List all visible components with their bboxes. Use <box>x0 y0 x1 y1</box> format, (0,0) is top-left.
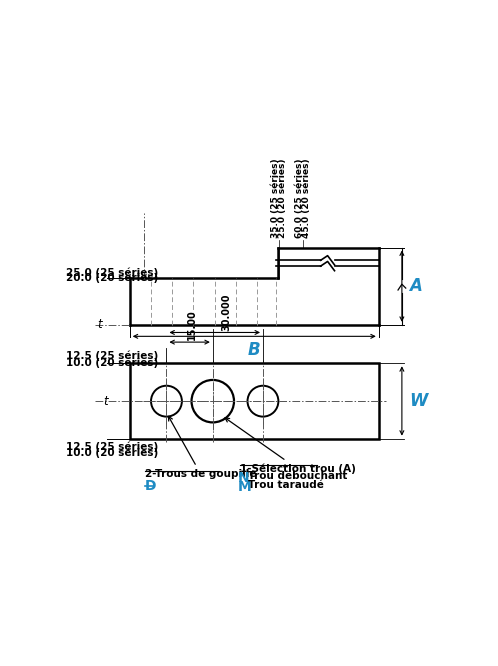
Text: 10.0 (20 séries): 10.0 (20 séries) <box>66 358 158 368</box>
Text: 25.0 (20 séries): 25.0 (20 séries) <box>278 159 287 238</box>
Text: 1-Sélection trou (A): 1-Sélection trou (A) <box>225 418 356 474</box>
Bar <box>130 364 379 439</box>
Text: N: N <box>238 472 249 486</box>
Text: Trou débouchant: Trou débouchant <box>248 472 347 482</box>
Text: W: W <box>409 392 427 410</box>
Text: 12.5 (25 séries): 12.5 (25 séries) <box>66 351 158 362</box>
Text: 10.0 (20 séries): 10.0 (20 séries) <box>66 448 158 458</box>
Text: 60.0 (25 séries): 60.0 (25 séries) <box>295 159 304 238</box>
Text: Trou taraudé: Trou taraudé <box>248 480 323 490</box>
Text: 45.0 (20 séries): 45.0 (20 séries) <box>302 159 311 238</box>
Text: A: A <box>409 277 422 295</box>
Text: $\mathit{t}$: $\mathit{t}$ <box>103 395 110 408</box>
Text: 30.000: 30.000 <box>221 293 231 330</box>
Text: 20.0 (20 séries): 20.0 (20 séries) <box>66 273 158 284</box>
Text: 2-Trous de goupille: 2-Trous de goupille <box>145 416 257 480</box>
Text: D: D <box>145 479 157 493</box>
Text: 15.00: 15.00 <box>187 310 197 340</box>
Text: 12.5 (25 séries): 12.5 (25 séries) <box>66 442 158 452</box>
Text: M: M <box>238 480 251 494</box>
Text: $\mathit{t}$: $\mathit{t}$ <box>97 318 104 331</box>
Text: B: B <box>248 341 260 359</box>
Text: 35.0 (25 séries): 35.0 (25 séries) <box>271 159 280 238</box>
Text: 25.0 (25 séries): 25.0 (25 séries) <box>66 267 158 278</box>
